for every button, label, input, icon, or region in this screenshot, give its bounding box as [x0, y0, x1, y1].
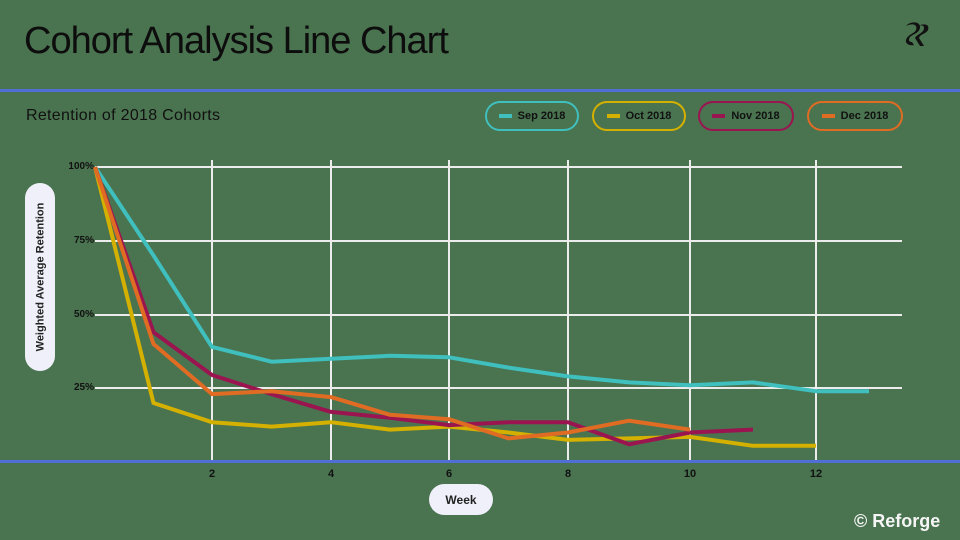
- x-tick-12: 12: [809, 468, 823, 480]
- legend-item-nov-2018[interactable]: Nov 2018: [698, 101, 794, 131]
- y-tick-75: 75%: [73, 235, 94, 246]
- legend-item-sep-2018[interactable]: Sep 2018: [485, 101, 579, 131]
- page-title: Cohort Analysis Line Chart: [24, 20, 449, 62]
- x-tick-10: 10: [683, 468, 697, 480]
- legend-swatch-icon: [712, 114, 726, 118]
- series-line-dec-2018: [93, 166, 691, 441]
- x-tick-6: 6: [445, 468, 453, 480]
- legend-swatch-icon: [606, 114, 620, 118]
- legend-swatch-icon: [498, 114, 512, 118]
- series-line-sep-2018: [93, 165, 869, 394]
- legend-label: Dec 2018: [840, 110, 889, 122]
- y-tick-25: 25%: [73, 382, 94, 393]
- x-tick-2: 2: [208, 468, 216, 480]
- y-axis-label: Weighted Average Retention: [25, 183, 55, 371]
- series-line-nov-2018: [93, 166, 754, 447]
- x-tick-8: 8: [564, 468, 572, 480]
- x-axis-divider: [0, 460, 960, 463]
- legend-item-oct-2018[interactable]: Oct 2018: [592, 101, 686, 131]
- y-tick-50: 50%: [73, 309, 94, 320]
- reforge-logo-icon: [905, 22, 929, 46]
- x-axis-label: Week: [429, 484, 493, 515]
- legend-label: Nov 2018: [731, 110, 780, 122]
- copyright-text: © Reforge: [854, 511, 941, 531]
- x-tick-4: 4: [327, 468, 335, 480]
- y-tick-100: 100%: [68, 161, 94, 172]
- legend-swatch-icon: [821, 114, 835, 118]
- legend-label: Oct 2018: [625, 110, 672, 122]
- legend-label: Sep 2018: [517, 110, 566, 122]
- legend-item-dec-2018[interactable]: Dec 2018: [807, 101, 903, 131]
- header-divider: [0, 89, 960, 92]
- series-line-oct-2018: [93, 166, 816, 448]
- grid-lines: [95, 160, 902, 461]
- chart-subtitle: Retention of 2018 Cohorts: [26, 107, 221, 124]
